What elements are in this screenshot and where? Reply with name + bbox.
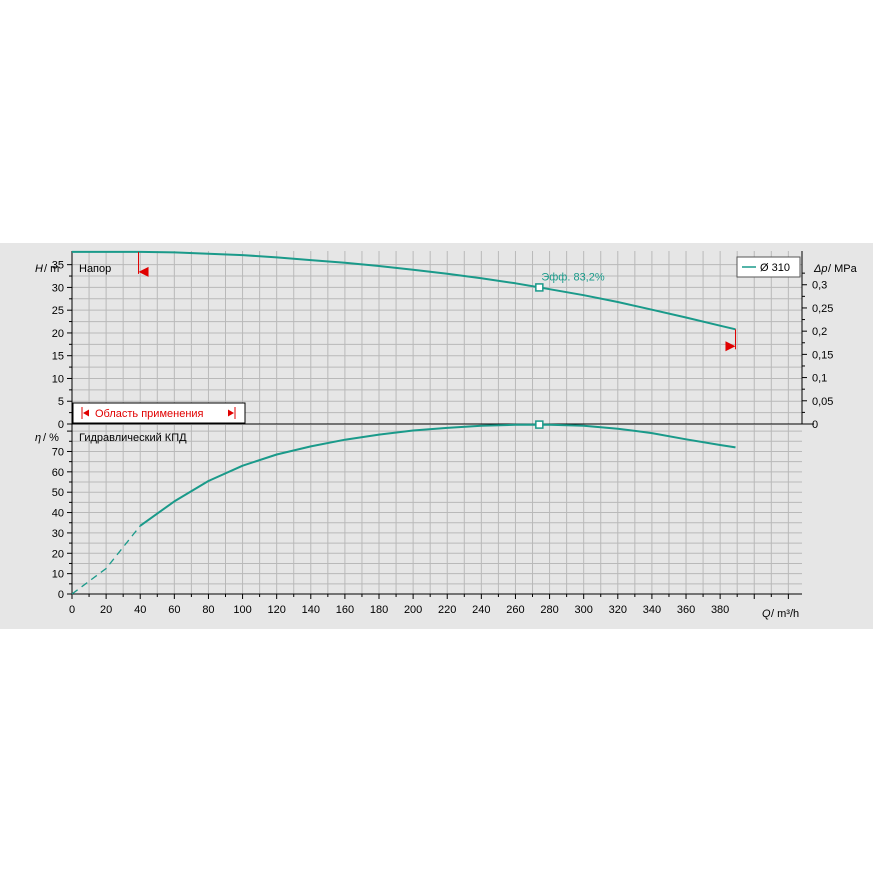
flow-tick-label: 340 (643, 604, 661, 616)
pressure-tick-label: 0,05 (812, 396, 833, 408)
legend: Ø 310 (736, 256, 801, 278)
pressure-tick-label: 0,15 (812, 349, 833, 361)
flow-tick-label: 280 (540, 604, 558, 616)
flow-tick-label: 260 (506, 604, 524, 616)
range-left-arrow-icon (138, 266, 149, 277)
efficiency-axis-symbol: η (35, 432, 41, 444)
axes (67, 251, 814, 599)
flow-tick-label: 220 (438, 604, 456, 616)
operating-range: Область применения (72, 251, 736, 424)
flow-tick-label: 0 (69, 604, 75, 616)
pressure-tick-label: 0,1 (812, 373, 827, 385)
head-tick-label: 10 (52, 373, 64, 385)
axis-labels: H / m Напор Δp / MPa η / % Гидравлически… (35, 263, 858, 620)
efficiency-curve-line (139, 423, 736, 527)
chart-background (0, 243, 873, 629)
flow-axis-symbol: Q (762, 608, 771, 620)
efficiency-tick-label: 40 (52, 508, 64, 520)
flow-tick-label: 360 (677, 604, 695, 616)
pressure-tick-label: 0,25 (812, 303, 833, 315)
range-box-left-arrow-icon (83, 409, 89, 417)
legend-entry: Ø 310 (760, 262, 790, 274)
efficiency-curve-extrapolated (71, 525, 141, 595)
range-right-arrow-icon (725, 341, 736, 352)
flow-tick-label: 140 (302, 604, 320, 616)
pressure-tick-label: 0,3 (812, 280, 827, 292)
head-tick-label: 25 (52, 305, 64, 317)
efficiency-tick-label: 30 (52, 528, 64, 540)
efficiency-tick-label: 20 (52, 548, 64, 560)
range-label: Область применения (95, 408, 204, 420)
efficiency-best-efficiency-marker (535, 420, 544, 429)
range-label-box (72, 402, 246, 424)
flow-axis-unit: / m³/h (771, 608, 799, 620)
flow-tick-label: 160 (336, 604, 354, 616)
head-tick-label: 35 (52, 260, 64, 272)
pressure-tick-label: 0 (812, 419, 818, 431)
head-tick-label: 20 (52, 328, 64, 340)
efficiency-tick-label: 70 (52, 446, 64, 458)
flow-tick-label: 80 (202, 604, 214, 616)
head-tick-label: 5 (58, 396, 64, 408)
head-tick-label: 0 (58, 419, 64, 431)
head-axis-unit: / m (44, 263, 59, 275)
efficiency-tick-label: 50 (52, 487, 64, 499)
efficiency-axis-unit: / % (43, 432, 59, 444)
head-curve-line (72, 250, 736, 331)
flow-tick-label: 320 (609, 604, 627, 616)
curves: Эфф. 83,2% (71, 250, 736, 595)
head-best-efficiency-marker (535, 283, 544, 292)
tick-labels: 0 5 10 15 20 25 30 35 0 10 20 30 40 50 60 70 0 0,05 0,1 0,1… (52, 260, 834, 616)
flow-tick-label: 380 (711, 604, 729, 616)
flow-tick-label: 20 (100, 604, 112, 616)
flow-tick-label: 100 (233, 604, 251, 616)
efficiency-annotation: Эфф. 83,2% (541, 271, 605, 283)
efficiency-panel-title: Гидравлический КПД (79, 432, 187, 444)
pressure-axis-unit: / MPa (828, 263, 858, 275)
efficiency-tick-label: 0 (58, 589, 64, 601)
flow-tick-label: 120 (267, 604, 285, 616)
flow-tick-label: 60 (168, 604, 180, 616)
efficiency-tick-label: 10 (52, 569, 64, 581)
flow-tick-label: 300 (575, 604, 593, 616)
flow-tick-label: 200 (404, 604, 422, 616)
legend-box (736, 256, 801, 278)
flow-tick-label: 40 (134, 604, 146, 616)
pressure-tick-label: 0,2 (812, 326, 827, 338)
flow-tick-label: 180 (370, 604, 388, 616)
efficiency-tick-label: 60 (52, 467, 64, 479)
head-tick-label: 30 (52, 282, 64, 294)
range-box-right-arrow-icon (228, 409, 234, 417)
head-panel-title: Напор (79, 263, 111, 275)
flow-tick-label: 240 (472, 604, 490, 616)
head-tick-label: 15 (52, 351, 64, 363)
pressure-axis-symbol: Δp (813, 263, 828, 275)
head-axis-symbol: H (35, 263, 43, 275)
grid (71, 251, 802, 595)
